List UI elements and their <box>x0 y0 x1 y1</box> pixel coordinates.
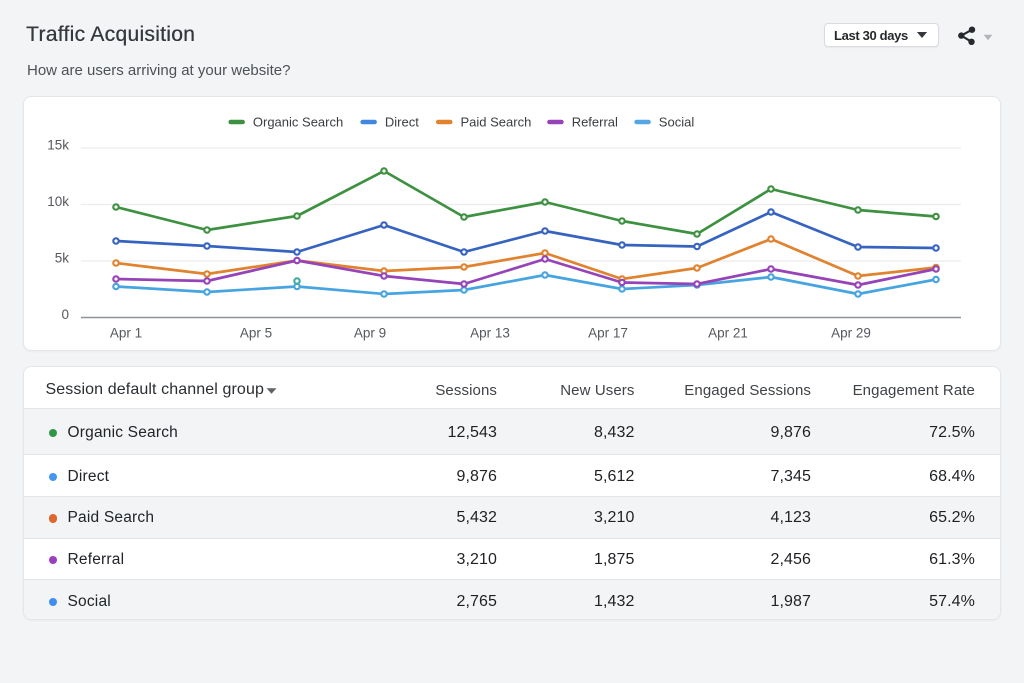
svg-text:10k: 10k <box>47 194 69 209</box>
svg-text:0: 0 <box>61 307 69 322</box>
svg-text:Apr 17: Apr 17 <box>588 326 628 341</box>
svg-text:5k: 5k <box>55 251 70 266</box>
svg-text:Apr 21: Apr 21 <box>708 326 748 341</box>
svg-text:Apr 5: Apr 5 <box>240 326 272 341</box>
svg-text:Apr 29: Apr 29 <box>831 326 871 341</box>
svg-text:Apr 1: Apr 1 <box>110 326 142 341</box>
svg-text:15k: 15k <box>47 138 69 153</box>
svg-text:Organic Search: Organic Search <box>253 115 343 130</box>
svg-text:Direct: Direct <box>385 115 419 130</box>
svg-text:Apr 13: Apr 13 <box>470 326 510 341</box>
svg-text:Paid Search: Paid Search <box>461 115 532 130</box>
svg-text:Referral: Referral <box>572 115 618 130</box>
svg-text:Social: Social <box>659 115 695 130</box>
svg-text:Apr 9: Apr 9 <box>354 326 386 341</box>
